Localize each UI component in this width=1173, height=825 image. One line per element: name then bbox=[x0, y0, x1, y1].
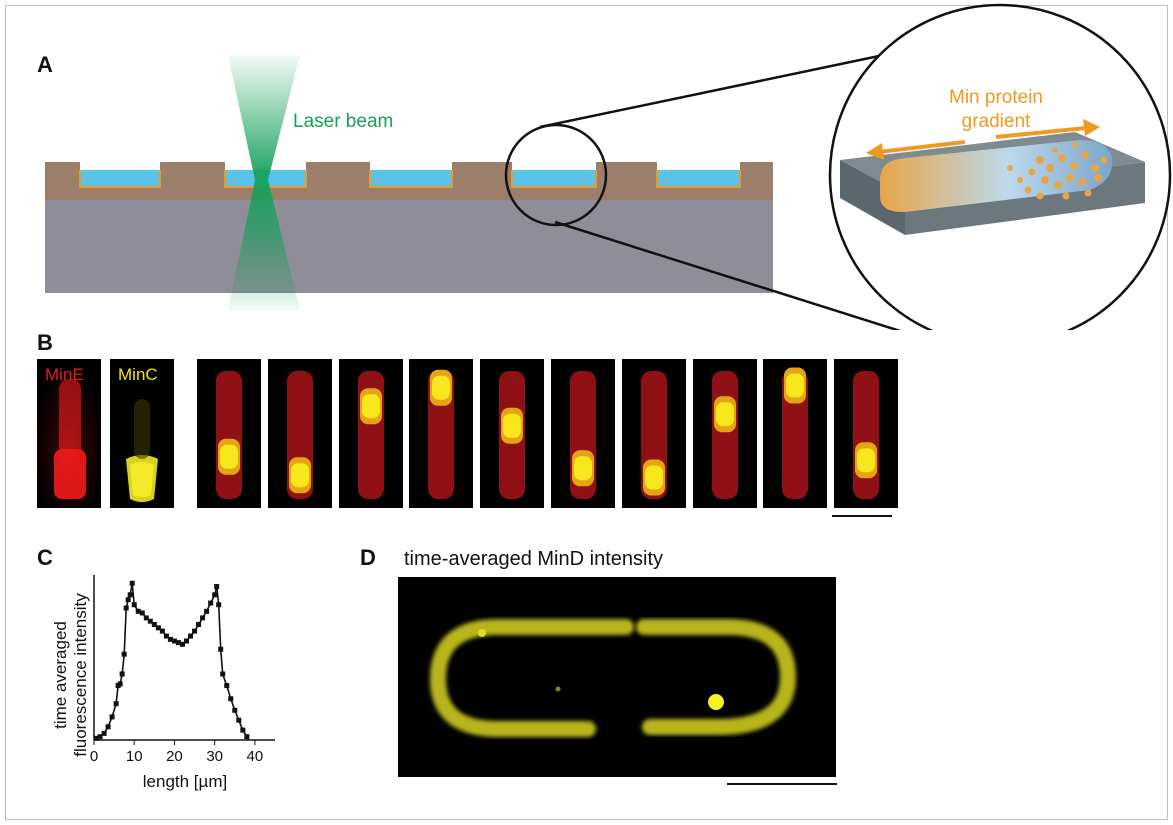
panel-a-schematic: ∷ ∷ ∷ ∷ ∷ bbox=[45, 3, 1172, 330]
gradient-arrow-left bbox=[877, 140, 966, 154]
data-point bbox=[167, 636, 173, 642]
timelapse-frame bbox=[763, 359, 828, 508]
data-point bbox=[220, 671, 226, 677]
data-point bbox=[218, 646, 224, 652]
zoom-well bbox=[840, 132, 1145, 235]
data-point bbox=[216, 602, 222, 608]
svg-text:∷: ∷ bbox=[374, 178, 379, 187]
data-point bbox=[119, 671, 125, 677]
data-point bbox=[244, 734, 250, 740]
gradient-label-line2: gradient bbox=[961, 111, 1031, 132]
data-point bbox=[171, 638, 177, 644]
data-point bbox=[135, 608, 141, 614]
panel-b-label: B bbox=[37, 330, 53, 355]
timelapse-frame bbox=[197, 359, 261, 508]
data-point bbox=[125, 597, 131, 603]
minc-label: MinC bbox=[118, 365, 158, 384]
panel-d-title: time-averaged MinD intensity bbox=[404, 548, 663, 570]
mind-intensity-image bbox=[398, 577, 836, 777]
gradient-arrow-right bbox=[995, 126, 1087, 139]
magnifier-small-circle bbox=[504, 123, 608, 227]
data-point bbox=[214, 584, 220, 590]
data-point bbox=[105, 724, 111, 730]
data-point bbox=[208, 600, 214, 606]
x-tick-label: 30 bbox=[206, 748, 223, 765]
substrate-gray bbox=[45, 200, 773, 293]
svg-text:∷: ∷ bbox=[229, 178, 234, 187]
x-axis-label: length [µm] bbox=[143, 772, 227, 791]
data-point bbox=[184, 638, 190, 644]
mine-channel-image: MinE bbox=[37, 359, 101, 508]
data-point bbox=[123, 605, 129, 611]
panel-b-scale-bar bbox=[832, 515, 892, 517]
data-point bbox=[131, 602, 137, 608]
gradient-label: Min protein gradient bbox=[930, 86, 1062, 134]
minc-channel-image: MinC bbox=[110, 359, 174, 508]
y-axis-label-line2: fluorescence intensity bbox=[71, 593, 90, 757]
data-point bbox=[147, 618, 153, 624]
zoom-line-bottom bbox=[554, 220, 902, 330]
gradient-arrowhead-right bbox=[1083, 119, 1100, 136]
data-point bbox=[228, 696, 234, 702]
substrate-brown bbox=[45, 162, 773, 200]
data-point bbox=[121, 651, 127, 657]
data-point bbox=[93, 735, 99, 741]
timelapse-frame bbox=[551, 359, 615, 508]
data-point bbox=[232, 707, 238, 713]
timelapse-frame bbox=[834, 359, 899, 508]
data-point bbox=[155, 625, 161, 631]
x-tick-label: 0 bbox=[90, 748, 98, 765]
data-point bbox=[212, 592, 218, 598]
data-point bbox=[240, 727, 246, 733]
y-axis-label-line1: time averaged bbox=[51, 621, 70, 729]
data-point bbox=[188, 633, 194, 639]
data-point bbox=[204, 608, 210, 614]
data-point bbox=[109, 714, 115, 720]
data-point bbox=[200, 615, 206, 621]
timelapse-frame bbox=[267, 359, 332, 508]
mine-label: MinE bbox=[45, 365, 84, 384]
laser-beam bbox=[228, 55, 300, 310]
x-tick-label: 40 bbox=[247, 748, 264, 765]
panel-c-label: C bbox=[37, 545, 53, 570]
timelapse-frame bbox=[480, 359, 545, 508]
data-point bbox=[192, 628, 198, 634]
panel-a-label: A bbox=[37, 52, 53, 77]
laser-beam-label: Laser beam bbox=[293, 111, 394, 132]
gradient-label-line1: Min protein bbox=[949, 87, 1043, 108]
svg-text:∷: ∷ bbox=[580, 178, 585, 187]
timelapse-frame bbox=[621, 359, 686, 508]
svg-text:∷: ∷ bbox=[661, 178, 666, 187]
data-point bbox=[236, 717, 242, 723]
intensity-profile-chart: time averaged fluorescence intensity 0 10… bbox=[51, 575, 275, 791]
data-point bbox=[224, 683, 230, 689]
svg-text:∷: ∷ bbox=[84, 178, 89, 187]
figure-frame bbox=[5, 5, 1168, 820]
data-point bbox=[139, 610, 145, 616]
data-point bbox=[101, 730, 107, 736]
timelapse-frame bbox=[692, 359, 757, 508]
gradient-arrowhead-left bbox=[866, 143, 884, 160]
data-point bbox=[97, 734, 103, 740]
data-point bbox=[151, 622, 157, 627]
panel-d-label: D bbox=[360, 545, 376, 570]
data-point bbox=[196, 622, 202, 627]
data-point bbox=[127, 592, 133, 598]
data-point bbox=[129, 580, 135, 586]
intensity-profile-line bbox=[95, 583, 248, 740]
x-tick-label: 20 bbox=[166, 748, 183, 765]
data-point bbox=[163, 633, 169, 639]
x-tick-label: 10 bbox=[126, 748, 143, 765]
data-point bbox=[143, 615, 149, 621]
timelapse-frame bbox=[409, 359, 474, 508]
data-point bbox=[175, 640, 181, 646]
timelapse-frame bbox=[338, 359, 403, 508]
data-point bbox=[117, 681, 123, 687]
data-point bbox=[113, 701, 119, 707]
panel-d-scale-bar bbox=[727, 783, 837, 785]
data-point bbox=[179, 641, 185, 647]
data-point bbox=[159, 628, 165, 634]
